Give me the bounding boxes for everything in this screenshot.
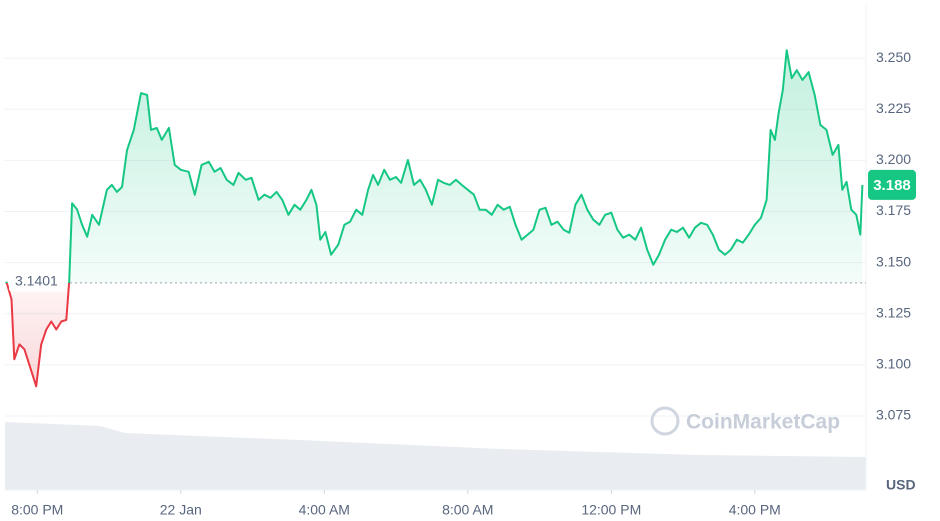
y-tick-label: 3.200 bbox=[876, 151, 911, 167]
y-tick-label: 3.125 bbox=[876, 304, 911, 320]
y-tick-label: 3.100 bbox=[876, 356, 911, 372]
x-tick-label: 22 Jan bbox=[160, 502, 202, 518]
baseline-label-box bbox=[9, 271, 67, 292]
last-price-label: 3.188 bbox=[873, 177, 911, 194]
x-tick-label: 8:00 PM bbox=[11, 502, 63, 518]
x-tick-label: 8:00 AM bbox=[442, 502, 493, 518]
y-tick-label: 3.175 bbox=[876, 202, 911, 218]
baseline-label: 3.1401 bbox=[15, 273, 58, 289]
x-tick-label: 4:00 PM bbox=[729, 502, 781, 518]
volume-area bbox=[5, 422, 866, 490]
price-line bbox=[5, 49, 864, 388]
area bbox=[6, 50, 863, 387]
last-price-box bbox=[868, 169, 916, 200]
y-tick-label: 3.075 bbox=[876, 407, 911, 423]
x-tick-label: 12:00 PM bbox=[581, 502, 641, 518]
x-tick-label: 4:00 AM bbox=[299, 502, 350, 518]
y-tick-label: 3.250 bbox=[876, 49, 911, 65]
watermark: CoinMarketCap bbox=[686, 411, 840, 434]
y-tick-label: 3.225 bbox=[876, 100, 911, 116]
watermark-icon bbox=[650, 406, 680, 436]
y-unit: USD bbox=[886, 477, 916, 493]
y-tick-label: 3.150 bbox=[876, 253, 911, 269]
